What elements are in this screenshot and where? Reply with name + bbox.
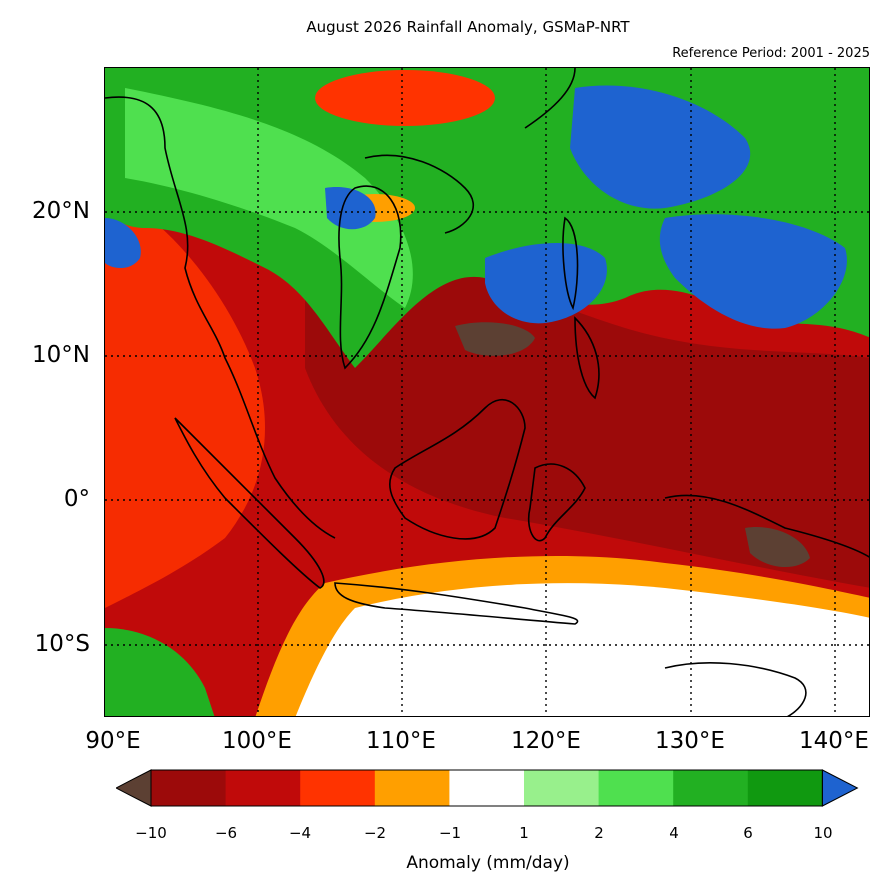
- lon-tick-90E: 90°E: [85, 728, 141, 754]
- colorbar-outline: [150, 769, 823, 807]
- colorbar-label: Anomaly (mm/day): [406, 853, 570, 873]
- lon-tick-140E: 140°E: [799, 728, 869, 754]
- anomaly-red-west: [105, 188, 265, 608]
- colorbar-bin: [598, 770, 674, 806]
- colorbar-bin: [449, 770, 525, 806]
- anomaly-blue-scs: [485, 243, 607, 324]
- colorbar-bin: [747, 770, 823, 806]
- reference-period: Reference Period: 2001 - 2025: [672, 46, 870, 61]
- anomaly-brown-patch: [455, 322, 535, 356]
- anomaly-white-south: [295, 583, 869, 716]
- anomaly-map: [104, 67, 870, 717]
- colorbar-bin: [524, 770, 600, 806]
- colorbar-tick: −2: [363, 824, 387, 842]
- colorbar-tick: 1: [519, 824, 529, 842]
- anomaly-blue-bay: [105, 218, 141, 268]
- lat-tick-10N: 10°N: [32, 342, 90, 368]
- anomaly-green-southwest: [105, 628, 215, 716]
- anomaly-light-green: [125, 88, 413, 308]
- colorbar-over-triangle: [821, 769, 859, 807]
- anomaly-blue-east: [659, 214, 847, 329]
- colorbar-bin: [374, 770, 450, 806]
- colorbar-bin: [673, 770, 749, 806]
- colorbar-tick: 6: [743, 824, 753, 842]
- coastlines: [105, 68, 869, 716]
- colorbar-bin: [300, 770, 376, 806]
- anomaly-blue-north: [570, 85, 751, 209]
- colorbar-tick: 4: [669, 824, 679, 842]
- colorbar: [116, 769, 859, 807]
- map-canvas: [105, 68, 869, 716]
- lon-tick-120E: 120°E: [511, 728, 581, 754]
- lat-tick-20N: 20°N: [32, 198, 90, 224]
- lat-tick-0: 0°: [63, 486, 90, 512]
- anomaly-dark-red: [305, 254, 869, 588]
- colorbar-tick: 2: [594, 824, 604, 842]
- colorbar-tick: −1: [438, 824, 462, 842]
- colorbar-tick: −4: [288, 824, 312, 842]
- lon-tick-130E: 130°E: [655, 728, 725, 754]
- colorbar-bin: [151, 770, 227, 806]
- lon-tick-110E: 110°E: [366, 728, 436, 754]
- gridlines: [105, 68, 869, 716]
- lat-tick-10S: 10°S: [34, 631, 90, 657]
- colorbar-tick: −10: [135, 824, 167, 842]
- lon-tick-100E: 100°E: [222, 728, 292, 754]
- colorbar-tick: 10: [813, 824, 833, 842]
- anomaly-brown-patch-east: [745, 527, 810, 568]
- map-title: August 2026 Rainfall Anomaly, GSMaP-NRT: [306, 18, 630, 36]
- colorbar-bin: [225, 770, 301, 806]
- anomaly-blue-indochina: [325, 187, 376, 230]
- colorbar-under-triangle: [116, 769, 152, 807]
- colorbar-tick: −6: [214, 824, 238, 842]
- anomaly-north-red-patch: [315, 70, 495, 126]
